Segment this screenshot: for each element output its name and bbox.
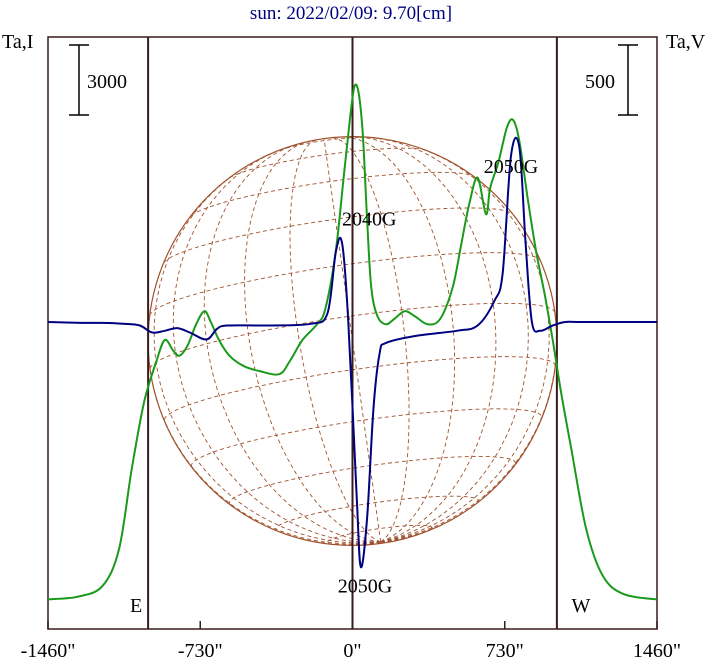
latitude-line	[163, 356, 556, 420]
annotation-label: 2040G	[342, 208, 396, 230]
longitude-line	[380, 541, 385, 544]
annotation-label: 2050G	[338, 575, 392, 597]
x-tick-label: 0"	[343, 640, 361, 662]
annotations: 2040G 2050G 2050G	[338, 156, 538, 597]
chart-title: sun: 2022/02/09: 9.70[cm]	[250, 3, 452, 24]
latitude-line	[229, 147, 426, 179]
annotation-label: 2050G	[484, 156, 538, 178]
latitude-line	[190, 171, 474, 217]
series-line-v	[47, 136, 657, 569]
latitude-line	[279, 136, 371, 151]
solar-disk-grid	[147, 136, 558, 546]
x-tick-label: -1460"	[21, 640, 76, 662]
x-axis-ticks: -1460" -730" 0" 730" 1460"	[21, 621, 681, 662]
longitude-line	[354, 136, 497, 543]
longitude-line	[373, 137, 529, 543]
longitude-line	[345, 136, 456, 543]
longitude-line	[203, 144, 381, 543]
left-axis-label: Ta,I	[2, 31, 33, 53]
latitude-line	[275, 495, 479, 532]
series-line-i	[47, 83, 658, 601]
longitude-line	[380, 147, 550, 543]
scale-bar-left: 3000	[69, 44, 127, 116]
scale-bar-right-label: 500	[585, 71, 615, 93]
longitude-line	[244, 142, 381, 543]
longitude-line	[153, 173, 381, 544]
scale-bar-right: 500	[585, 44, 638, 116]
series-group	[47, 83, 658, 601]
longitude-line	[150, 376, 381, 545]
latitude-line	[326, 524, 433, 545]
longitude-line	[331, 137, 410, 543]
longitude-line	[380, 319, 558, 543]
longitude-line	[323, 138, 382, 542]
x-tick-label: -730"	[178, 640, 223, 662]
x-tick-label: 1460"	[633, 640, 681, 662]
latitude-line	[190, 408, 543, 467]
longitude-line	[289, 139, 381, 543]
vertical-markers	[147, 37, 558, 629]
right-axis-label: Ta,V	[666, 31, 706, 53]
scale-bar-left-label: 3000	[87, 71, 127, 93]
longitude-line	[172, 150, 381, 543]
west-limb-label: W	[571, 595, 590, 617]
latitude-line	[149, 252, 541, 316]
east-limb-label: E	[130, 595, 142, 617]
x-tick-label: 730"	[486, 640, 524, 662]
longitude-line	[380, 534, 418, 543]
longitude-line	[343, 541, 381, 546]
longitude-line	[380, 515, 459, 543]
